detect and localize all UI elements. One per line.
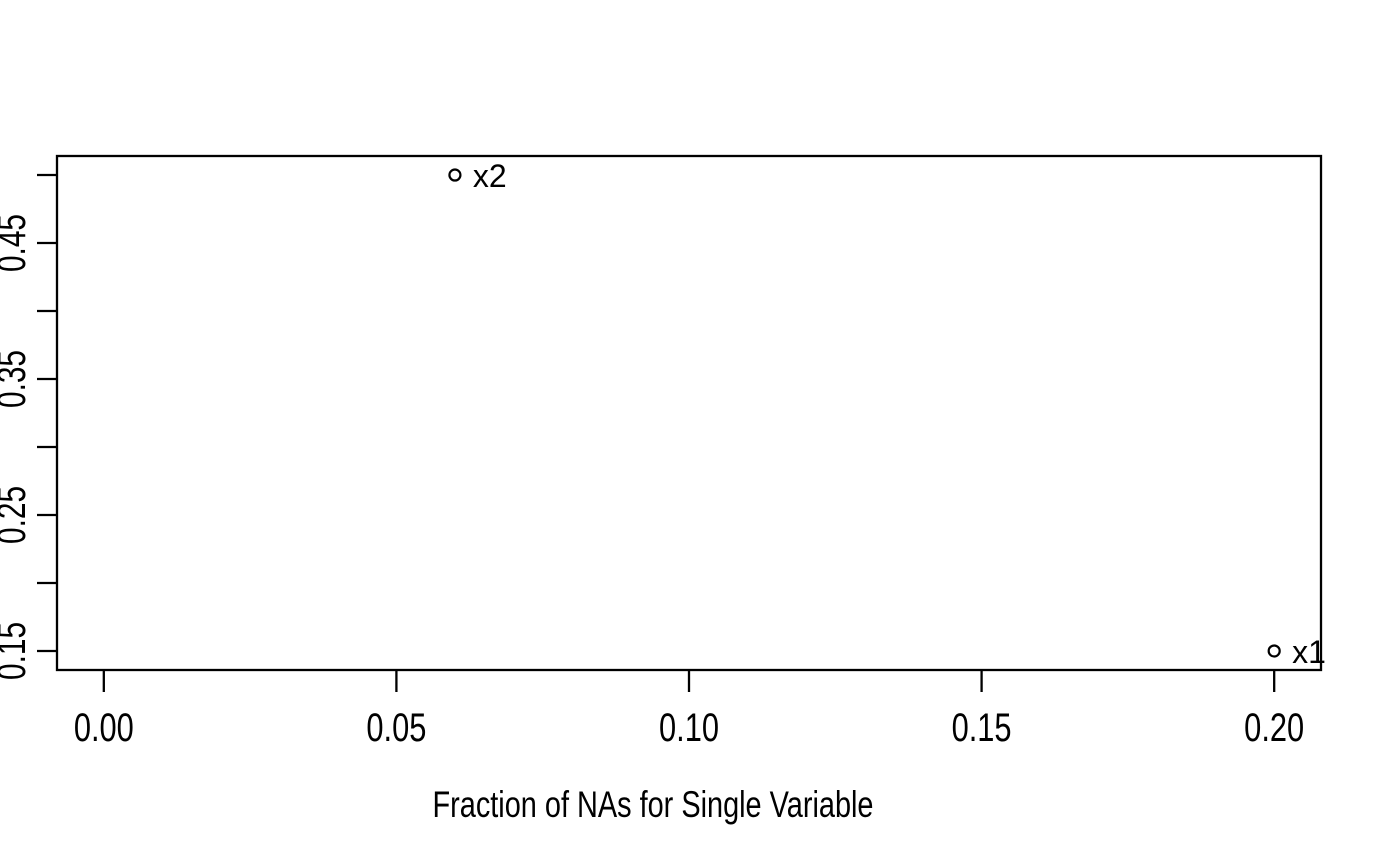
y-tick-label: 0.35 xyxy=(0,350,34,408)
x-tick-label: 0.10 xyxy=(659,706,719,750)
data-point-x1 xyxy=(1267,644,1281,658)
plot-border xyxy=(55,154,1323,672)
x-tick-label: 0.05 xyxy=(366,706,426,750)
y-axis-ticks xyxy=(37,173,57,653)
x-axis-ticks xyxy=(102,670,1276,692)
y-tick-label: 0.45 xyxy=(0,214,34,272)
data-points: x1 x2 xyxy=(448,158,1326,670)
y-tick-label: 0.25 xyxy=(0,486,34,544)
data-point-label-x2: x2 xyxy=(473,158,507,194)
x-axis-title: Fraction of NAs for Single Variable xyxy=(433,784,874,825)
data-point-x2 xyxy=(448,168,462,182)
x-tick-label: 0.20 xyxy=(1244,706,1304,750)
x-tick-label: 0.15 xyxy=(952,706,1012,750)
y-axis-tick-labels: 0.15 0.25 0.35 0.45 xyxy=(0,214,34,680)
x-tick-label: 0.00 xyxy=(74,706,134,750)
x-axis-tick-labels: 0.00 0.05 0.10 0.15 0.20 xyxy=(74,706,1304,750)
data-point-label-x1: x1 xyxy=(1292,634,1326,670)
y-tick-label: 0.15 xyxy=(0,622,34,680)
